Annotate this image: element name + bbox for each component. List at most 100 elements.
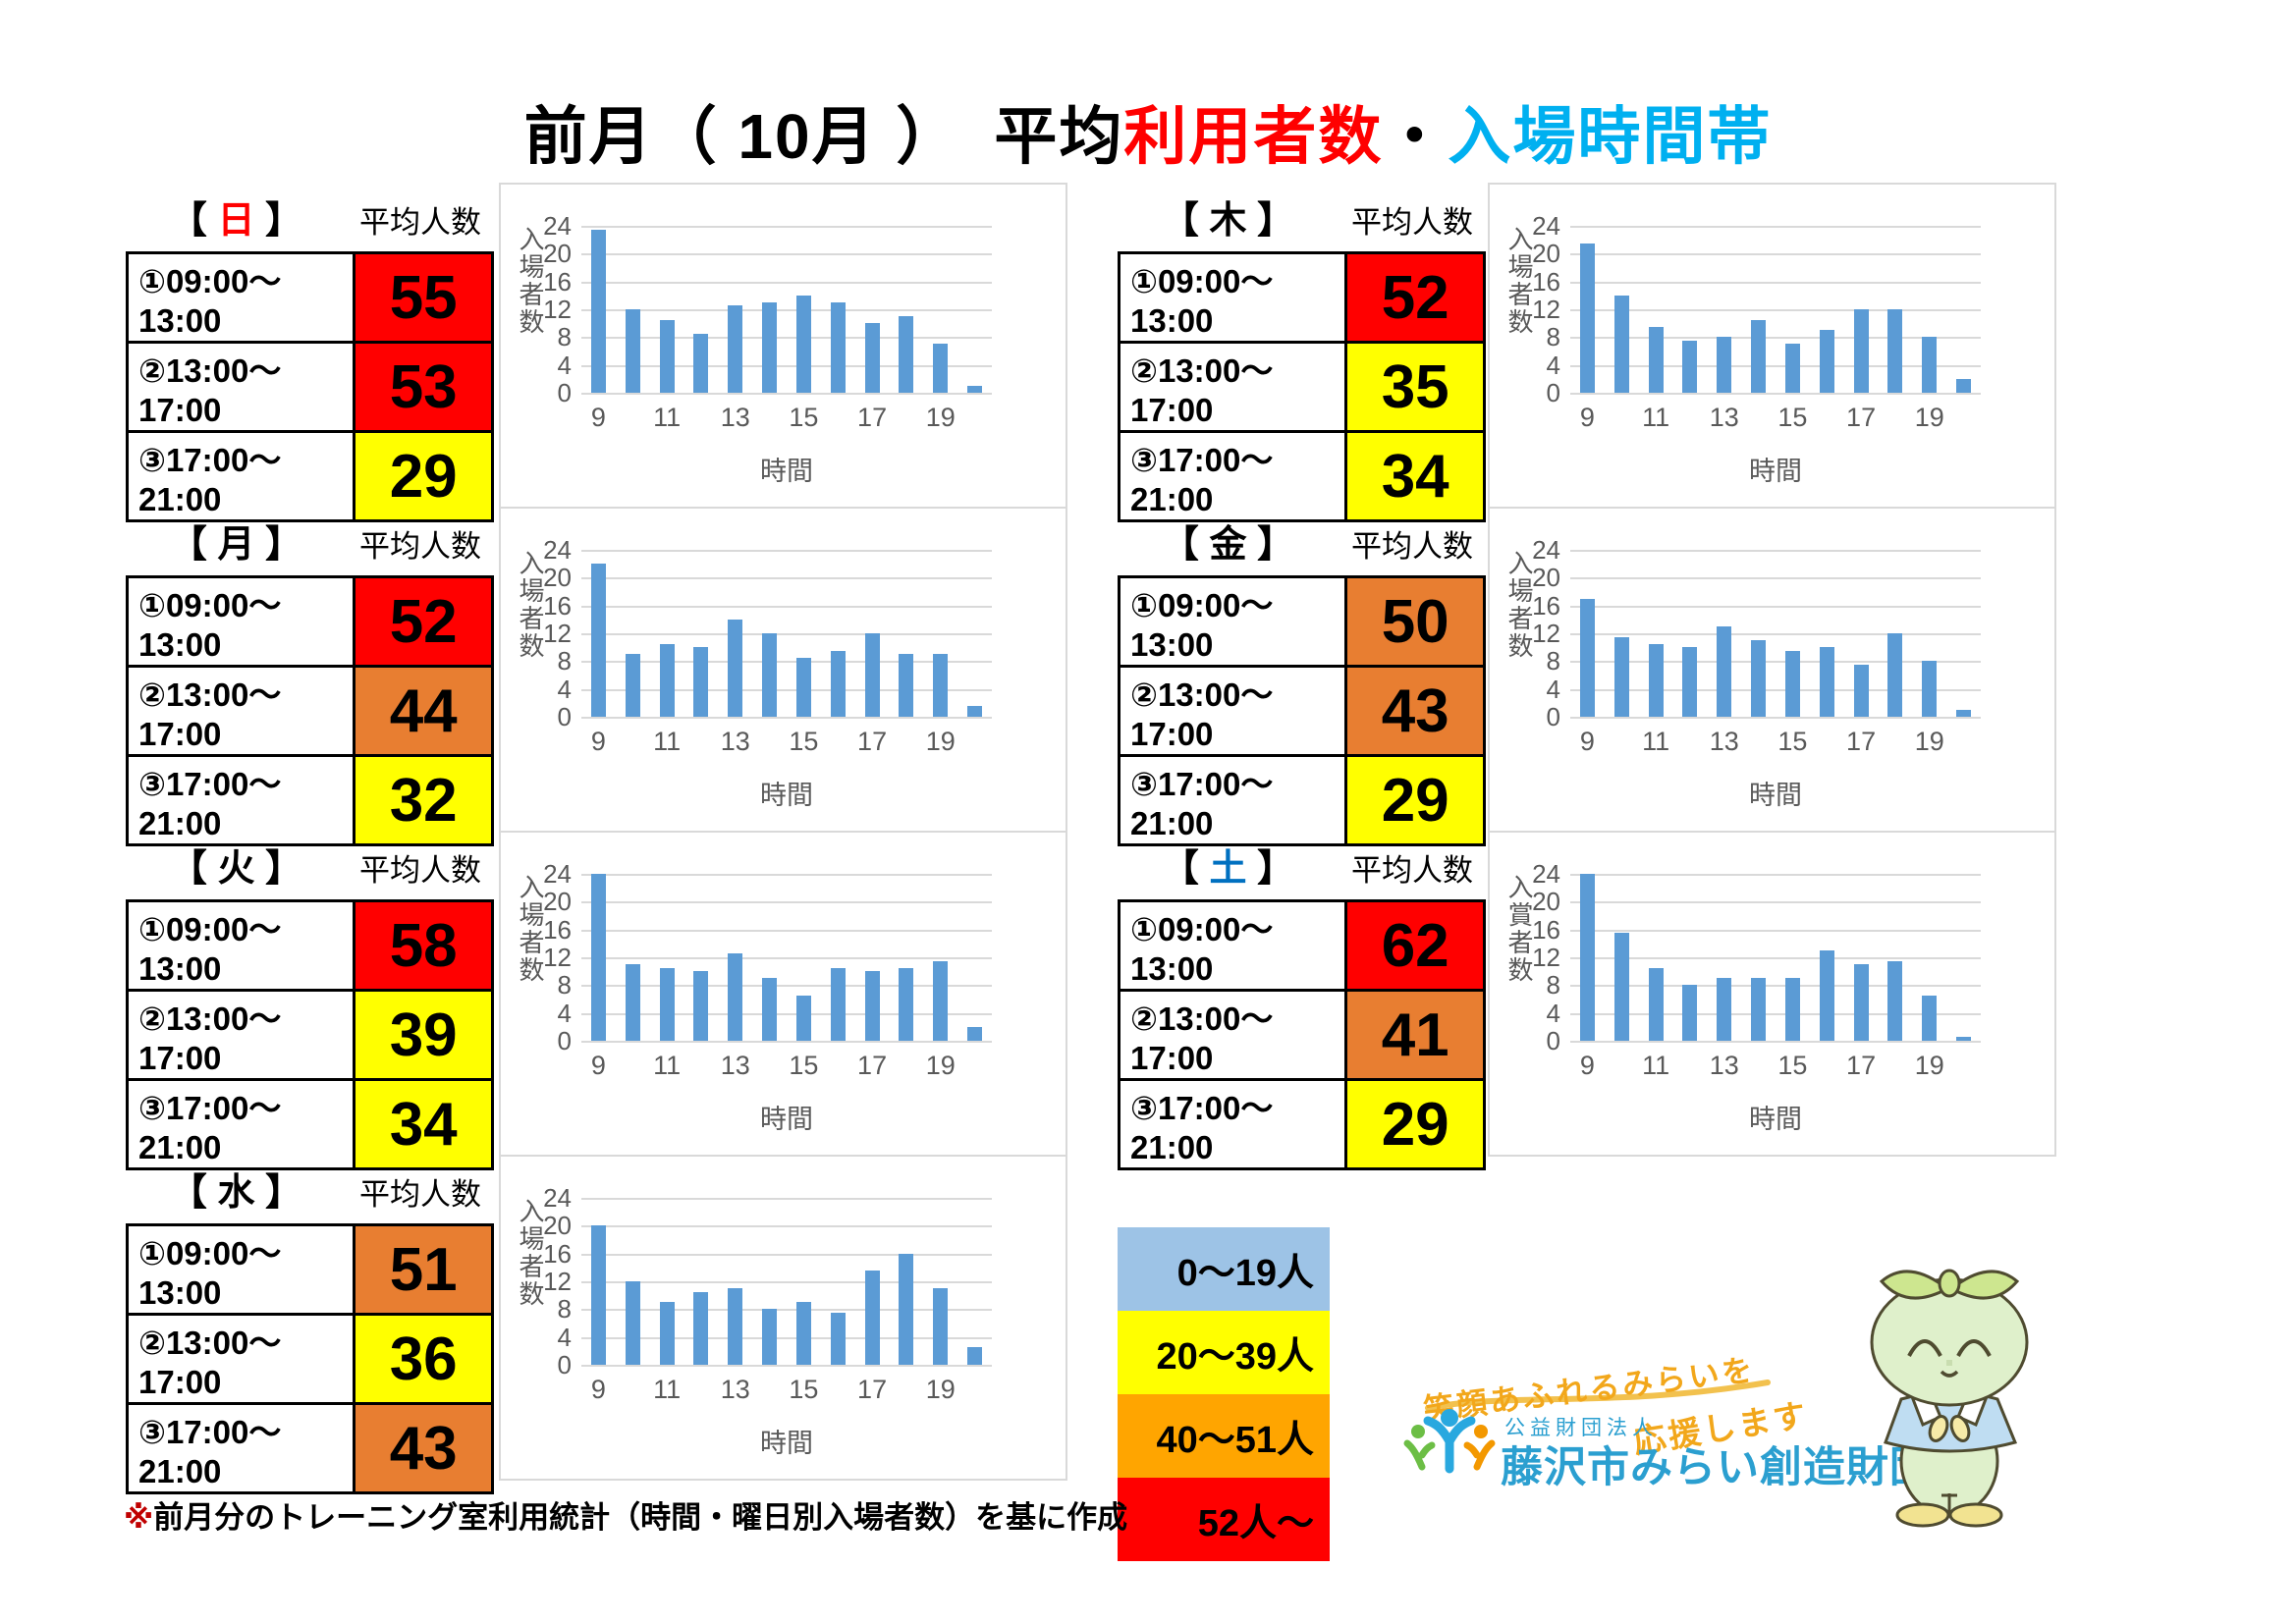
x-tick-label: 17	[857, 1375, 888, 1404]
day-character: 月	[217, 524, 255, 566]
bar-hour-9	[1579, 598, 1595, 717]
avg-count-value: 44	[353, 665, 494, 757]
footnote: ※前月分のトレーニング室利用統計（時間・曜日別入場者数）を基に作成	[124, 1492, 1127, 1537]
y-axis-title: 入場者数	[1504, 550, 1534, 660]
y-tick-label: 16	[543, 266, 572, 297]
y-tick-label: 8	[557, 970, 572, 1001]
y-tick-label: 8	[557, 1294, 572, 1325]
x-tick-label: 9	[590, 727, 606, 756]
avg-count-value: 35	[1344, 341, 1486, 433]
gridline	[1570, 901, 1981, 904]
bracket-open: 【	[169, 524, 218, 566]
x-tick-label: 17	[857, 403, 888, 432]
bar-hour-17	[1853, 664, 1869, 717]
gridline	[581, 717, 992, 719]
bracket-open: 【	[169, 200, 218, 242]
x-axis-title: 時間	[760, 1105, 813, 1134]
gridline	[1570, 393, 1981, 395]
time-slot-label: ①09:00～13:00	[1117, 251, 1348, 344]
bracket-close: 】	[1246, 848, 1295, 890]
table-row: ③17:00～21:00 29	[1117, 1078, 1486, 1170]
x-tick-label: 13	[1709, 1051, 1739, 1080]
bar-hour-16	[1819, 647, 1834, 717]
day-panel-monday: 【 月 】平均人数 ①09:00～13:00 52 ②13:00～17:00 44 ③17…	[125, 509, 494, 846]
y-tick-label: 0	[1546, 1026, 1560, 1055]
time-slot-table-thursday: ①09:00～13:00 52 ②13:00～17:00 35 ③17:00～21:00…	[1117, 251, 1486, 522]
bar-hour-9	[590, 1225, 606, 1365]
gridline	[1570, 717, 1981, 719]
bar-hour-13	[1717, 978, 1732, 1041]
table-row: ②13:00～17:00 53	[125, 341, 494, 433]
x-tick-label: 11	[1642, 1051, 1670, 1080]
y-tick-label: 4	[1546, 674, 1560, 704]
x-tick-label: 17	[1846, 1051, 1877, 1080]
gridline	[1570, 1012, 1981, 1015]
bar-chart-thursday: 0 4 8 12 16 20 24 入場者数 9 11 13 15 17 19 時間	[1488, 183, 2056, 509]
gridline	[1570, 226, 1981, 228]
gridline	[1570, 874, 1981, 876]
bar-hour-11	[1648, 326, 1664, 393]
bar-chart-tuesday: 0 4 8 12 16 20 24 入場者数 9 11 13 15 17 19 時間	[499, 831, 1067, 1157]
y-tick-label: 16	[1532, 590, 1560, 621]
bar-hour-9	[590, 564, 606, 717]
gridline	[581, 337, 992, 340]
table-row: ③17:00～21:00 32	[125, 754, 494, 846]
bar-hour-14	[762, 301, 778, 393]
bar-hour-19	[933, 1288, 949, 1365]
table-row: ①09:00～13:00 55	[125, 251, 494, 344]
x-tick-label: 15	[789, 727, 819, 756]
y-tick-label: 20	[1532, 887, 1560, 917]
time-slot-label: ①09:00～13:00	[125, 899, 356, 992]
bracket-close: 】	[254, 1172, 303, 1214]
day-title-sunday: 【 日 】	[126, 189, 347, 243]
time-slot-label: ③17:00～21:00	[125, 1402, 356, 1494]
x-tick-label: 13	[720, 727, 750, 756]
gridline	[581, 874, 992, 876]
bar-hour-19	[1922, 995, 1938, 1041]
gridline	[581, 1365, 992, 1367]
time-slot-label: ②13:00～17:00	[125, 665, 356, 757]
bar-hour-16	[1819, 949, 1834, 1041]
bar-hour-18	[899, 316, 914, 393]
gridline	[1570, 253, 1981, 256]
avg-count-value: 39	[353, 989, 494, 1081]
x-tick-label: 11	[1642, 727, 1670, 756]
gridline	[581, 281, 992, 284]
bar-hour-18	[899, 967, 914, 1041]
time-slot-label: ②13:00～17:00	[1117, 341, 1348, 433]
bar-hour-19	[933, 654, 949, 717]
bar-hour-19	[933, 344, 949, 393]
y-tick-label: 0	[1546, 702, 1560, 731]
avg-count-value: 43	[353, 1402, 494, 1494]
time-slot-table-saturday: ①09:00～13:00 62 ②13:00～17:00 41 ③17:00～21:00…	[1117, 899, 1486, 1170]
y-tick-label: 8	[1546, 646, 1560, 676]
title-red-part: 利用者数	[1123, 101, 1384, 172]
gridline	[581, 1253, 992, 1256]
bar-hour-10	[1613, 636, 1629, 717]
y-tick-label: 20	[543, 1211, 572, 1241]
y-tick-label: 20	[543, 563, 572, 593]
gridline	[1570, 688, 1981, 691]
y-tick-label: 4	[557, 350, 572, 380]
x-tick-label: 17	[1846, 403, 1877, 432]
bracket-close: 】	[1246, 524, 1295, 566]
bar-chart-friday: 0 4 8 12 16 20 24 入場者数 9 11 13 15 17 19 時間	[1488, 507, 2056, 833]
time-slot-table-tuesday: ①09:00～13:00 58 ②13:00～17:00 39 ③17:00～21:00…	[125, 899, 494, 1170]
table-row: ①09:00～13:00 52	[125, 575, 494, 668]
bar-hour-17	[1853, 309, 1869, 393]
bracket-open: 【	[169, 848, 218, 890]
logo-org-type: 公益財団法人	[1504, 1417, 1658, 1439]
gridline	[581, 1041, 992, 1043]
bar-chart-saturday: 0 4 8 12 16 20 24 入賞者数 9 11 13 15 17 19 時間	[1488, 831, 2056, 1157]
avg-people-label: 平均人数	[359, 853, 481, 888]
bar-hour-15	[1784, 344, 1800, 393]
x-tick-label: 9	[590, 1051, 606, 1080]
table-row: ①09:00～13:00 58	[125, 899, 494, 992]
x-tick-label: 19	[925, 1051, 956, 1080]
table-row: ③17:00～21:00 34	[125, 1078, 494, 1170]
day-panel-header: 【 日 】平均人数	[126, 185, 494, 243]
footnote-text: 前月分のトレーニング室利用統計（時間・曜日別入場者数）を基に作成	[153, 1500, 1128, 1535]
gridline	[1570, 633, 1981, 635]
gridline	[581, 605, 992, 608]
